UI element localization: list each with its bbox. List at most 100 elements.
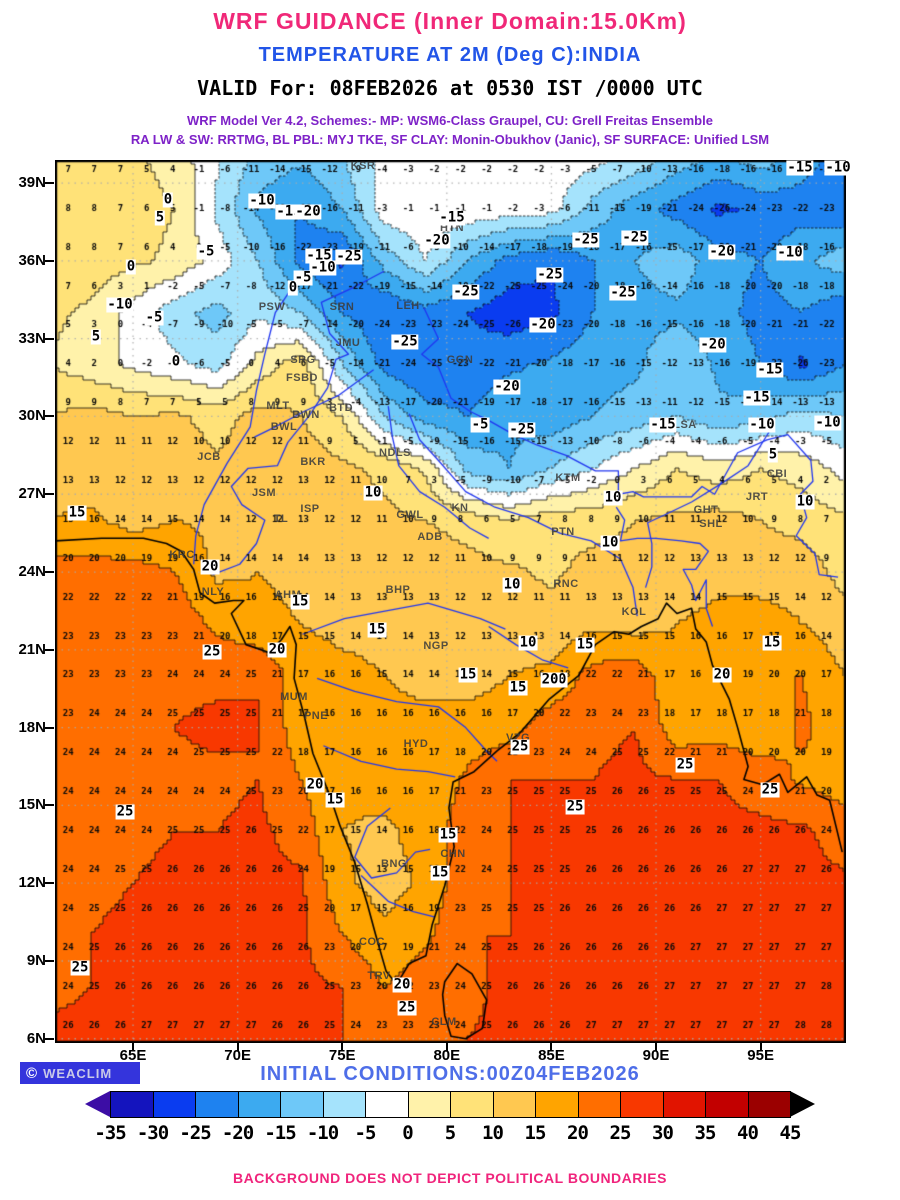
colorbar-block [662,1091,706,1118]
colorbar-block [152,1091,196,1118]
lon-axis-label: 70E [224,1047,251,1064]
city-label: KSR [350,160,376,172]
colorbar-block [322,1091,366,1118]
contour-label: 10 [603,489,623,506]
colorbar-tick-label: -10 [306,1122,339,1144]
contour-label: 20 [267,641,287,658]
city-label: GHT [693,504,719,516]
city-label: BWL [270,421,298,433]
contour-label: -25 [572,231,600,248]
colorbar-tick-label: 40 [737,1122,759,1144]
colorbar-block [450,1091,494,1118]
city-label: HYD [403,738,429,750]
lat-axis-label: 9N [26,951,46,969]
city-label: NDLS [379,447,411,459]
page-title: WRF GUIDANCE (Inner Domain:15.0Km) [213,8,687,34]
city-label: NGP [423,640,449,652]
lat-tick-mark [45,804,54,807]
city-label: BKR [300,456,326,468]
colorbar-tick-label: 15 [524,1122,547,1144]
city-label: SHL [699,518,723,530]
lat-tick-mark [45,415,54,418]
contour-label: -20 [529,316,557,333]
city-label: JMU [335,337,361,349]
lat-axis-label: 27N [18,485,46,503]
city-label: CLM [431,1016,457,1028]
valid-time-line: VALID For: 08FEB2026 at 0530 IST /0000 U… [197,76,703,100]
city-label: MLT [266,400,290,412]
contour-label: -10 [814,414,842,431]
lat-axis-label: 33N [18,329,46,347]
city-label: JSM [251,487,277,499]
city-label: CHN [440,848,466,860]
city-label: RNC [553,578,579,590]
contour-label: -20 [294,203,322,220]
contour-label: -10 [309,259,337,276]
city-label: PTN [551,526,575,538]
city-label: SRG [290,354,316,366]
contour-label: 25 [510,738,530,755]
colorbar-block [492,1091,536,1118]
colorbar-block [195,1091,239,1118]
colorbar-block [577,1091,621,1118]
contour-label: 5 [90,328,102,345]
contour-label: -10 [776,244,804,261]
contour-label: -15 [786,159,814,176]
contour-label: 25 [760,781,780,798]
contour-label: -5 [196,243,216,260]
contour-label: -25 [335,248,363,265]
lat-tick-mark [45,337,54,340]
city-label: KOL [621,606,647,618]
contour-label: -5 [470,416,490,433]
lat-tick-mark [45,571,54,574]
colorbar-tick-label: -20 [221,1122,254,1144]
contour-label: -20 [699,336,727,353]
contour-label: 25 [675,756,695,773]
colorbar-block [365,1091,409,1118]
lat-axis-label: 21N [18,640,46,658]
lon-axis-label: 90E [642,1047,670,1064]
city-label: MUM [280,691,308,703]
contour-label: -5 [293,269,313,286]
contour-label: -10 [106,296,134,313]
lat-tick-mark [45,648,54,651]
city-label: ISP [300,503,320,515]
colorbar-over-arrow [790,1091,815,1117]
contour-label: 20 [200,558,220,575]
lat-axis-label: 18N [18,718,46,736]
lat-axis-label: 24N [18,563,46,581]
colorbar-tick-label: 20 [567,1122,589,1144]
contour-label: -25 [508,421,536,438]
lon-tick-mark [550,1043,553,1051]
contour-label: -15 [305,247,333,264]
contour-label: 15 [458,666,478,683]
colorbar-block [620,1091,664,1118]
lat-axis-label: 6N [26,1029,46,1047]
contour-label: -15 [438,209,466,226]
contour-label: -15 [743,389,771,406]
colorbar-tick-label: -5 [354,1122,377,1144]
contour-label: 20 [712,666,732,683]
contour-label: -20 [423,232,451,249]
lat-axis-label: 39N [18,174,46,192]
initial-conditions-line: INITIAL CONDITIONS:00Z04FEB2026 [260,1063,640,1085]
city-label: TL [273,513,289,525]
colorbar-tick-label: 5 [444,1122,456,1144]
lat-tick-mark [45,959,54,962]
lon-tick-mark [132,1043,135,1051]
city-label: PNE [303,710,329,722]
lat-tick-mark [45,259,54,262]
page-subtitle: TEMPERATURE AT 2M (Deg C):INDIA [258,44,642,66]
contour-label: 25 [115,803,135,820]
colorbar-under-arrow [85,1091,110,1117]
colorbar-block [407,1091,451,1118]
contour-label: -25 [391,333,419,350]
colorbar-block [535,1091,579,1118]
contour-label: 10 [502,576,522,593]
city-label: GWL [396,509,424,521]
city-label: SRN [329,301,355,313]
contour-label: 15 [575,636,595,653]
model-config-line-1: WRF Model Ver 4.2, Schemes:- MP: WSM6-Cl… [187,113,713,128]
city-label: BHP [385,584,411,596]
